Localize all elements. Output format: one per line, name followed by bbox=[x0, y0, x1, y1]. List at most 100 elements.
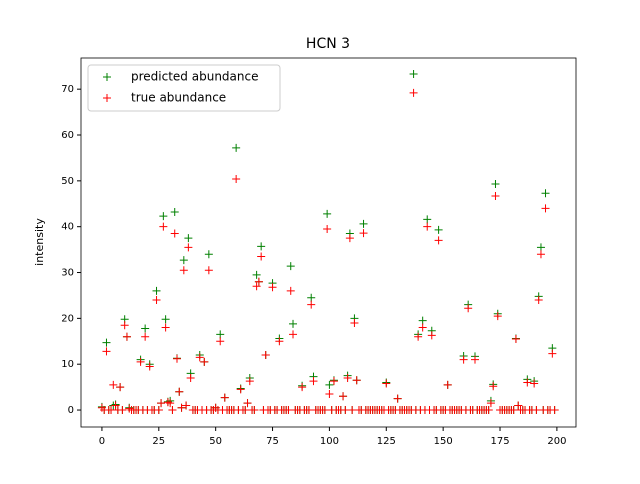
marker bbox=[548, 349, 557, 358]
marker bbox=[252, 270, 261, 279]
marker bbox=[118, 406, 127, 415]
marker bbox=[523, 378, 532, 387]
marker bbox=[423, 222, 432, 231]
marker bbox=[393, 394, 402, 403]
marker bbox=[120, 321, 129, 330]
marker bbox=[161, 315, 170, 324]
y-tick-label: 20 bbox=[61, 313, 74, 324]
marker bbox=[179, 256, 188, 265]
marker bbox=[382, 379, 391, 388]
marker bbox=[359, 219, 368, 228]
y-tick-label: 60 bbox=[61, 130, 74, 141]
legend-marker bbox=[103, 94, 111, 102]
marker bbox=[252, 282, 261, 291]
marker bbox=[541, 204, 550, 213]
marker bbox=[511, 334, 520, 343]
x-tick-label: 150 bbox=[434, 436, 453, 447]
marker bbox=[204, 266, 213, 275]
marker bbox=[532, 406, 541, 415]
marker bbox=[195, 353, 204, 362]
marker bbox=[102, 338, 111, 347]
marker bbox=[175, 387, 184, 396]
legend-label: true abundance bbox=[131, 91, 226, 105]
marker bbox=[245, 377, 254, 386]
marker bbox=[470, 355, 479, 364]
marker bbox=[152, 296, 161, 305]
legend-label: predicted abundance bbox=[131, 70, 258, 84]
marker bbox=[275, 337, 284, 346]
marker bbox=[170, 208, 179, 217]
x-tick-label: 0 bbox=[99, 436, 105, 447]
marker bbox=[136, 357, 145, 366]
marker bbox=[184, 234, 193, 243]
marker bbox=[111, 401, 120, 410]
marker bbox=[345, 234, 354, 243]
marker bbox=[409, 70, 418, 79]
chart-title: HCN 3 bbox=[306, 36, 350, 52]
marker bbox=[418, 316, 427, 325]
legend-marker bbox=[103, 73, 111, 81]
x-tick-label: 75 bbox=[266, 436, 279, 447]
marker bbox=[329, 377, 338, 386]
marker bbox=[418, 323, 427, 332]
marker bbox=[122, 332, 131, 341]
marker bbox=[286, 262, 295, 271]
marker bbox=[236, 385, 245, 394]
marker bbox=[179, 266, 188, 275]
y-tick-label: 0 bbox=[68, 405, 74, 416]
marker bbox=[254, 277, 263, 286]
marker bbox=[414, 332, 423, 341]
marker bbox=[161, 323, 170, 332]
legend-box bbox=[87, 64, 281, 112]
marker bbox=[307, 300, 316, 309]
plot-frame bbox=[80, 57, 577, 428]
y-tick-label: 70 bbox=[61, 84, 74, 95]
marker bbox=[339, 392, 348, 401]
marker bbox=[243, 399, 252, 408]
y-axis-label: intensity bbox=[33, 218, 46, 266]
marker bbox=[325, 380, 334, 389]
marker bbox=[289, 319, 298, 328]
marker bbox=[284, 406, 293, 415]
marker bbox=[268, 283, 277, 292]
marker bbox=[423, 215, 432, 224]
y-tick-label: 40 bbox=[61, 222, 74, 233]
marker bbox=[323, 224, 332, 233]
marker bbox=[157, 399, 166, 408]
marker bbox=[298, 383, 307, 392]
marker bbox=[536, 250, 545, 259]
marker bbox=[216, 330, 225, 339]
marker bbox=[491, 191, 500, 200]
marker bbox=[141, 332, 150, 341]
marker bbox=[154, 406, 163, 415]
x-tick-label: 125 bbox=[377, 436, 396, 447]
marker bbox=[484, 406, 493, 415]
marker bbox=[168, 406, 177, 415]
marker bbox=[359, 229, 368, 238]
marker bbox=[459, 355, 468, 364]
marker bbox=[486, 399, 495, 408]
y-tick-label: 50 bbox=[61, 176, 74, 187]
marker bbox=[177, 403, 186, 412]
marker bbox=[166, 399, 175, 408]
marker bbox=[107, 406, 116, 415]
marker bbox=[232, 175, 241, 184]
y-tick-label: 10 bbox=[61, 359, 74, 370]
marker bbox=[509, 406, 518, 415]
x-tick-label: 25 bbox=[152, 436, 165, 447]
marker bbox=[541, 189, 550, 198]
marker bbox=[343, 373, 352, 382]
marker bbox=[232, 143, 241, 152]
marker bbox=[550, 406, 559, 415]
marker bbox=[304, 406, 313, 415]
marker bbox=[200, 357, 209, 366]
marker bbox=[145, 362, 154, 371]
x-tick-label: 175 bbox=[490, 436, 509, 447]
marker bbox=[204, 250, 213, 259]
marker bbox=[261, 351, 270, 360]
x-tick-label: 50 bbox=[209, 436, 222, 447]
x-tick-label: 200 bbox=[547, 436, 566, 447]
marker bbox=[289, 330, 298, 339]
marker bbox=[159, 222, 168, 231]
marker bbox=[182, 401, 191, 410]
